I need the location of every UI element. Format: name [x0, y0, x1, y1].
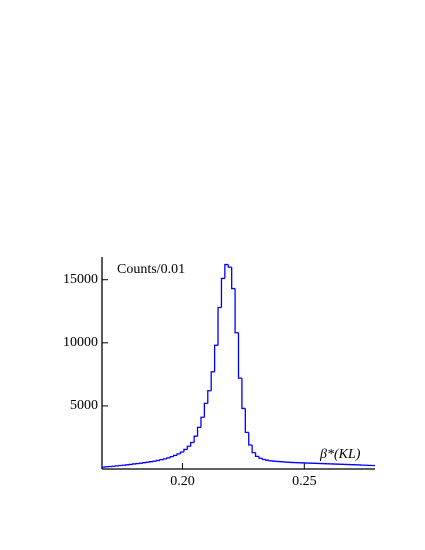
y-tick-label: 10000: [63, 335, 98, 350]
histogram-bin: [190, 441, 195, 447]
histogram-bin: [220, 277, 225, 308]
histogram-bin: [268, 460, 273, 462]
y-axis-label: Counts/0.01: [117, 262, 185, 277]
y-tick-label: 5000: [70, 398, 98, 413]
histogram-bin: [183, 448, 188, 452]
histogram-bin: [149, 461, 154, 463]
histogram-bin: [231, 267, 236, 290]
histogram-bin: [217, 306, 222, 346]
histogram-bin: [152, 460, 157, 462]
histogram-bin: [258, 456, 263, 459]
histogram-bin: [251, 445, 256, 454]
histogram-bin: [132, 463, 137, 465]
x-tick-label: 0.25: [292, 474, 317, 489]
histogram-bin: [169, 455, 174, 458]
histogram-bin: [193, 435, 198, 443]
histogram-bin: [234, 288, 239, 334]
histogram-bin: [179, 451, 184, 454]
histogram-bin: [186, 445, 191, 450]
histogram-bin: [254, 452, 259, 458]
histogram-bin: [244, 408, 249, 434]
histogram-bin: [142, 462, 147, 464]
histogram-bin: [207, 390, 212, 404]
histogram-bin: [176, 453, 181, 456]
x-tick-label: 0.20: [170, 474, 195, 489]
histogram-bin: [155, 459, 161, 462]
histogram-bin: [261, 458, 266, 461]
histogram-bin: [227, 264, 232, 268]
histogram-bin: [203, 402, 208, 418]
histogram-bin: [237, 332, 242, 379]
y-tick-label: 15000: [63, 272, 98, 287]
histogram-bin: [196, 426, 201, 437]
histogram-bin: [241, 378, 246, 410]
histogram-bin: [162, 458, 167, 460]
histogram-bin: [265, 459, 270, 461]
histogram-bin: [210, 371, 215, 391]
x-axis-label: β*(KL): [319, 447, 361, 462]
histogram-bin: [224, 263, 229, 279]
histogram-bin: [173, 454, 178, 457]
histogram-bin: [248, 432, 253, 446]
histogram-bin: [159, 459, 164, 461]
histogram-bin: [200, 416, 205, 428]
histogram-bin: [145, 461, 150, 463]
histogram-bin: [213, 344, 219, 372]
histogram-bin: [166, 457, 171, 459]
